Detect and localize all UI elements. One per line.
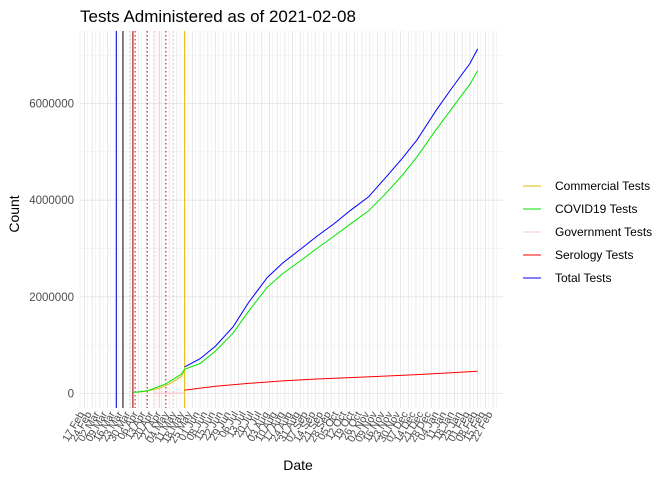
legend-label: Serology Tests <box>555 248 634 262</box>
y-tick-label: 4000000 <box>29 195 74 207</box>
y-tick-label: 6000000 <box>29 99 74 111</box>
grid <box>79 31 503 408</box>
y-tick-label: 0 <box>68 389 74 401</box>
legend-label: Commercial Tests <box>555 179 650 193</box>
series-line <box>184 370 478 391</box>
x-axis-title: Date <box>283 457 313 473</box>
series-lines <box>132 48 479 394</box>
legend-label: Total Tests <box>555 271 611 285</box>
legend-label: COVID19 Tests <box>555 202 637 216</box>
legend: Commercial Tests COVID19 Tests Government … <box>523 179 652 285</box>
y-axis-ticks: 0 2000000 4000000 6000000 <box>29 99 74 401</box>
series-line <box>132 70 479 393</box>
reference-lines <box>115 31 186 408</box>
chart-title: Tests Administered as of 2021-02-08 <box>80 7 356 26</box>
series-line <box>184 48 479 368</box>
y-tick-label: 2000000 <box>29 292 74 304</box>
series-line <box>137 370 186 393</box>
legend-label: Government Tests <box>555 225 652 239</box>
y-axis-title: Count <box>6 195 22 232</box>
plot-area <box>79 31 503 408</box>
